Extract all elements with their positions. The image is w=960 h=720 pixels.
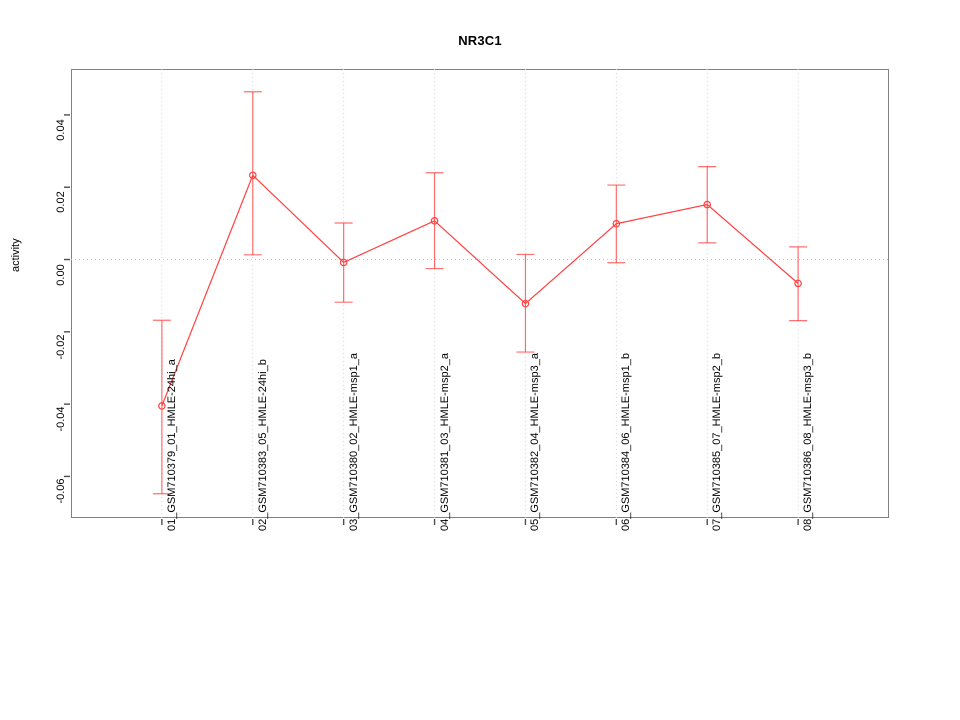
data-point-marker	[794, 279, 802, 288]
data-point-marker	[248, 171, 257, 180]
x-tick-label: 03_GSM710380_02_HMLE-msp1_a	[347, 353, 360, 531]
plot-area	[71, 69, 889, 518]
x-tick-label: 06_GSM710384_06_HMLE-msp1_b	[620, 353, 633, 531]
data-point-marker	[521, 299, 530, 308]
x-tick-label: 07_GSM710385_07_HMLE-msp2_b	[711, 353, 724, 531]
grid-lines	[71, 69, 889, 518]
y-tick-label: -0.06	[55, 478, 67, 504]
data-series-activity	[152, 91, 808, 495]
y-tick-label: -0.04	[55, 406, 67, 432]
x-tick-label: 04_GSM710381_03_HMLE-msp2_a	[438, 353, 451, 531]
y-tick-label: 0.04	[55, 119, 67, 141]
data-point-marker	[703, 200, 712, 209]
data-point-marker	[339, 258, 348, 267]
data-point-marker	[430, 217, 439, 225]
y-tick-label: -0.02	[55, 334, 67, 360]
x-tick-label: 01_GSM710379_01_HMLE-24hi_a	[165, 359, 178, 531]
x-tick-label: 08_GSM710386_08_HMLE-msp3_b	[802, 353, 815, 531]
data-point-marker	[612, 219, 621, 228]
series-line	[161, 174, 799, 407]
x-tick-label: 02_GSM710383_05_HMLE-24hi_b	[256, 359, 269, 531]
chart-title: NR3C1	[458, 33, 502, 48]
x-tick-label: 05_GSM710382_04_HMLE-msp3_a	[529, 353, 542, 531]
y-tick-label: 0.00	[55, 263, 67, 286]
data-point-marker	[158, 402, 166, 410]
axis-ticks	[64, 114, 799, 525]
y-tick-label: 0.02	[55, 191, 67, 213]
